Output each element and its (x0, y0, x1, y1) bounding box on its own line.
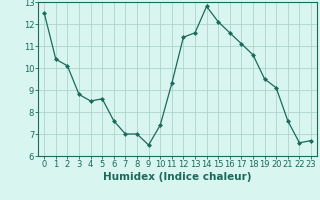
X-axis label: Humidex (Indice chaleur): Humidex (Indice chaleur) (103, 172, 252, 182)
